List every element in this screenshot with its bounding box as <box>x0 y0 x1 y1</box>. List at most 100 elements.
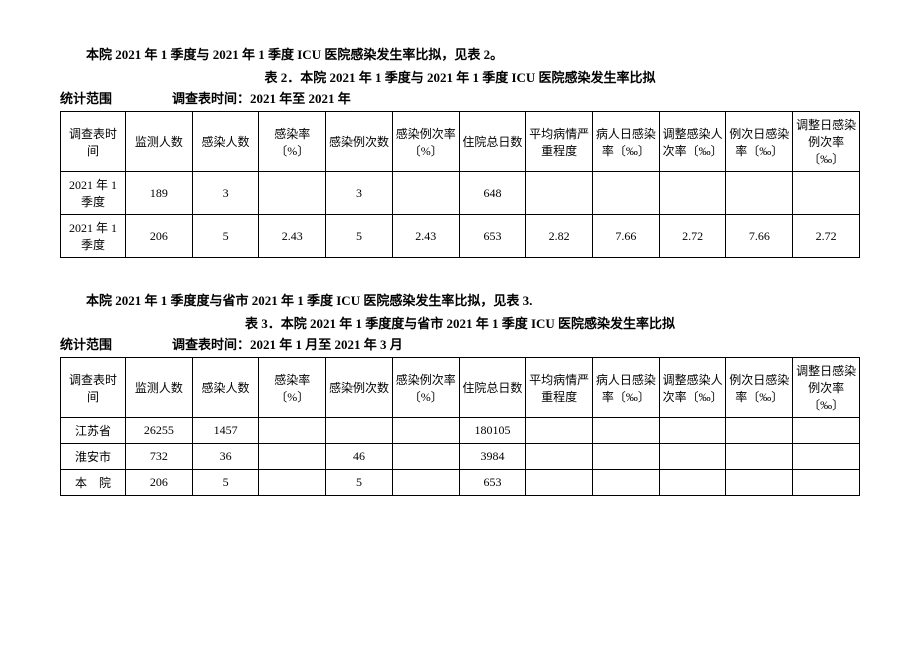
col-header: 调查表时间 <box>61 112 126 172</box>
table-cell <box>392 444 459 470</box>
col-header: 调整感染人次率〔‰〕 <box>659 112 726 172</box>
table-row: 2021 年 1 季度18933648 <box>61 172 860 215</box>
table-2: 调查表时间 监测人数 感染人数 感染率〔%〕 感染例次数 感染例次率〔%〕 住院… <box>60 111 860 258</box>
table-row: 江苏省262551457 180105 <box>61 418 860 444</box>
section1-intro: 本院 2021 年 1 季度与 2021 年 1 季度 ICU 医院感染发生率比… <box>60 44 860 63</box>
table-cell <box>793 418 860 444</box>
table-cell: 2.43 <box>259 215 326 258</box>
col-header: 监测人数 <box>125 112 192 172</box>
section2-scope-label: 统计范围 <box>60 337 112 352</box>
table-body: 江苏省262551457180105淮安市73236463984本 院20655… <box>61 418 860 496</box>
col-header: 调查表时间 <box>61 358 126 418</box>
table-cell: 653 <box>459 215 526 258</box>
table-cell: 2.72 <box>659 215 726 258</box>
table-cell: 淮安市 <box>61 444 126 470</box>
table-cell: 3984 <box>459 444 526 470</box>
table-cell <box>726 418 793 444</box>
table-cell: 189 <box>125 172 192 215</box>
table-cell <box>326 418 393 444</box>
table-3: 调查表时间 监测人数 感染人数 感染率〔%〕 感染例次数 感染例次率〔%〕 住院… <box>60 357 860 496</box>
table-cell <box>526 470 593 496</box>
table-cell <box>659 470 726 496</box>
col-header: 感染例次率〔%〕 <box>392 112 459 172</box>
table-cell <box>593 444 660 470</box>
col-header: 病人日感染率〔‰〕 <box>593 112 660 172</box>
table-cell: 本 院 <box>61 470 126 496</box>
table-cell <box>593 172 660 215</box>
table-body: 2021 年 1 季度189336482021 年 1 季度20652.4352… <box>61 172 860 258</box>
table-cell <box>392 172 459 215</box>
col-header: 病人日感染率〔‰〕 <box>593 358 660 418</box>
table-cell <box>259 172 326 215</box>
table-cell: 7.66 <box>593 215 660 258</box>
table-cell: 2.82 <box>526 215 593 258</box>
table-cell <box>392 470 459 496</box>
table-cell <box>726 470 793 496</box>
table-cell: 5 <box>192 215 259 258</box>
col-header: 例次日感染率〔‰〕 <box>726 358 793 418</box>
section1-time-label: 调查表时间：2021 年至 2021 年 <box>172 91 351 106</box>
table-cell <box>259 470 326 496</box>
table-cell: 2.72 <box>793 215 860 258</box>
section2-intro: 本院 2021 年 1 季度度与省市 2021 年 1 季度 ICU 医院感染发… <box>60 290 860 309</box>
col-header: 感染人数 <box>192 112 259 172</box>
table-cell <box>593 470 660 496</box>
table-cell <box>526 172 593 215</box>
section1-meta: 统计范围 调查表时间：2021 年至 2021 年 <box>60 88 860 107</box>
table-cell <box>793 470 860 496</box>
col-header: 住院总日数 <box>459 358 526 418</box>
table-cell <box>659 444 726 470</box>
table-row: 本 院20655653 <box>61 470 860 496</box>
table-cell <box>526 418 593 444</box>
table-cell <box>793 444 860 470</box>
table-cell <box>392 418 459 444</box>
table-cell: 1457 <box>192 418 259 444</box>
col-header: 监测人数 <box>125 358 192 418</box>
table-row: 淮安市73236463984 <box>61 444 860 470</box>
table-cell: 5 <box>326 470 393 496</box>
table-cell <box>593 418 660 444</box>
table-cell: 5 <box>326 215 393 258</box>
table-cell: 2021 年 1 季度 <box>61 172 126 215</box>
table-cell: 206 <box>125 215 192 258</box>
col-header: 平均病情严重程度 <box>526 358 593 418</box>
section1-scope-label: 统计范围 <box>60 91 112 106</box>
col-header: 感染例次数 <box>326 358 393 418</box>
col-header: 例次日感染率〔‰〕 <box>726 112 793 172</box>
table-cell <box>726 172 793 215</box>
col-header: 调整感染人次率〔‰〕 <box>659 358 726 418</box>
col-header: 平均病情严重程度 <box>526 112 593 172</box>
table-cell: 3 <box>326 172 393 215</box>
col-header: 感染例次数 <box>326 112 393 172</box>
table-cell: 653 <box>459 470 526 496</box>
table-cell: 7.66 <box>726 215 793 258</box>
table-cell <box>259 418 326 444</box>
table-cell: 180105 <box>459 418 526 444</box>
table-cell <box>659 172 726 215</box>
table-cell: 2.43 <box>392 215 459 258</box>
section2-meta: 统计范围调查表时间：2021 年 1 月至 2021 年 3 月 <box>60 334 860 353</box>
table-cell <box>259 444 326 470</box>
col-header: 感染例次率〔%〕 <box>392 358 459 418</box>
table-cell: 648 <box>459 172 526 215</box>
col-header: 调整日感染例次率〔‰〕 <box>793 112 860 172</box>
table-cell: 732 <box>125 444 192 470</box>
col-header: 调整日感染例次率〔‰〕 <box>793 358 860 418</box>
table-cell <box>526 444 593 470</box>
table-cell: 206 <box>125 470 192 496</box>
table-header-row: 调查表时间 监测人数 感染人数 感染率〔%〕 感染例次数 感染例次率〔%〕 住院… <box>61 358 860 418</box>
table-cell <box>793 172 860 215</box>
table-cell: 36 <box>192 444 259 470</box>
table-cell: 江苏省 <box>61 418 126 444</box>
table-cell: 26255 <box>125 418 192 444</box>
col-header: 感染人数 <box>192 358 259 418</box>
section1-title: 表 2．本院 2021 年 1 季度与 2021 年 1 季度 ICU 医院感染… <box>60 67 860 86</box>
table-row: 2021 年 1 季度20652.4352.436532.827.662.727… <box>61 215 860 258</box>
table-cell <box>659 418 726 444</box>
section2-title: 表 3．本院 2021 年 1 季度度与省市 2021 年 1 季度 ICU 医… <box>60 313 860 332</box>
table-header-row: 调查表时间 监测人数 感染人数 感染率〔%〕 感染例次数 感染例次率〔%〕 住院… <box>61 112 860 172</box>
table-cell: 5 <box>192 470 259 496</box>
table-cell: 3 <box>192 172 259 215</box>
col-header: 感染率〔%〕 <box>259 112 326 172</box>
table-cell <box>726 444 793 470</box>
